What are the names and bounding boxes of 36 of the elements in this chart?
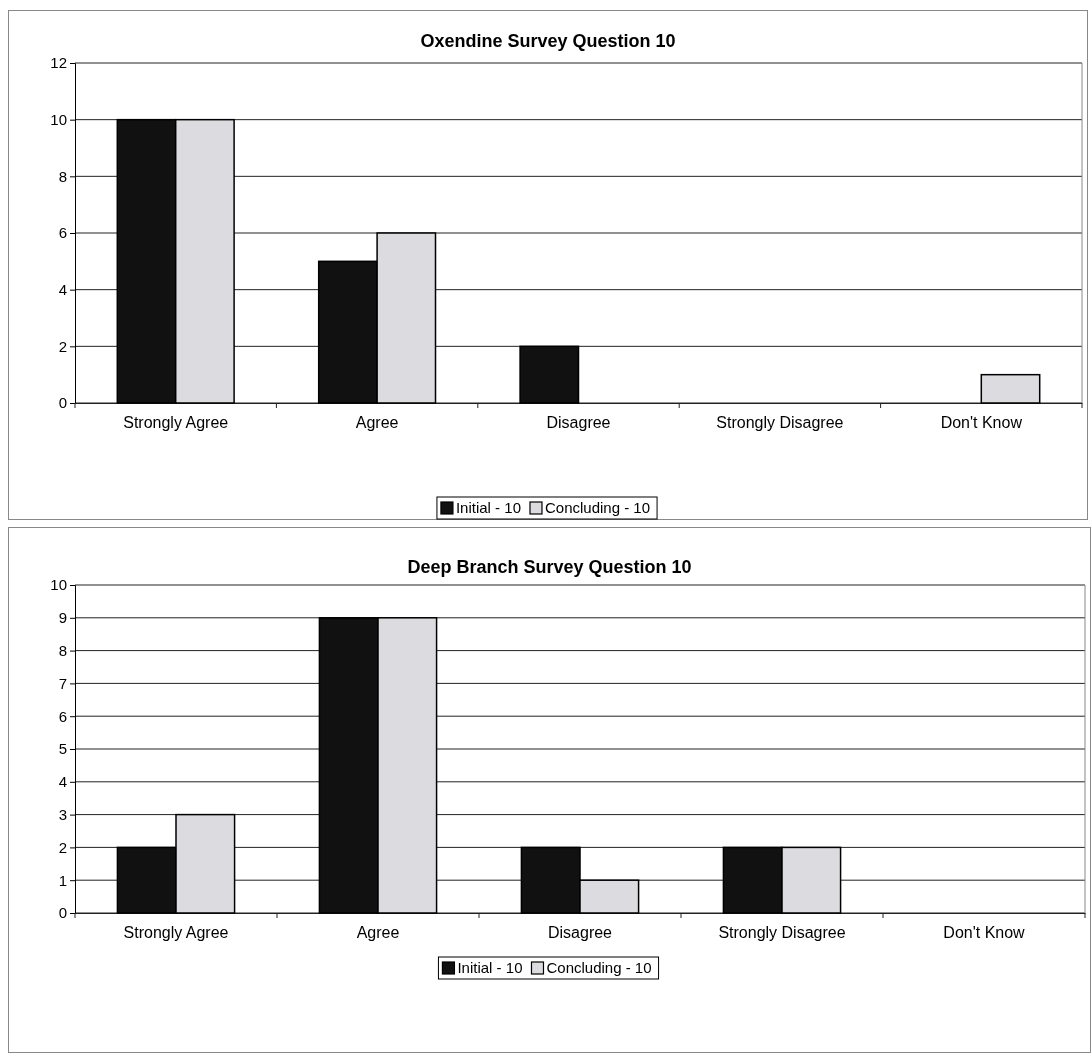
y-tick-label: 9 xyxy=(58,609,67,627)
bar xyxy=(980,373,1041,404)
y-tick-label: 5 xyxy=(58,740,67,758)
x-tick-label: Strongly Agree xyxy=(123,414,229,432)
y-tick-label: 8 xyxy=(58,167,67,185)
x-tick-label: Strongly Disagree xyxy=(718,924,846,942)
y-tick-label: 10 xyxy=(50,576,67,594)
x-tick-label: Disagree xyxy=(546,414,611,432)
x-tick-label: Strongly Disagree xyxy=(716,414,844,432)
legend-label: Concluding - 10 xyxy=(546,959,652,977)
bar xyxy=(519,345,580,404)
legend-label: Initial - 10 xyxy=(457,959,523,977)
y-tick-label: 4 xyxy=(58,773,67,791)
y-tick-label: 1 xyxy=(58,871,67,889)
x-tick-label: Disagree xyxy=(547,924,613,942)
legend-label: Initial - 10 xyxy=(455,499,521,517)
chart-title: Deep Branch Survey Question 10 xyxy=(407,557,692,577)
x-tick-label: Don't Know xyxy=(940,414,1023,432)
chart-title: Oxendine Survey Question 10 xyxy=(420,31,676,51)
x-tick-label: Don't Know xyxy=(943,924,1026,942)
y-tick-label: 2 xyxy=(58,838,67,856)
x-tick-label: Agree xyxy=(355,414,399,432)
y-tick-label: 8 xyxy=(58,641,67,659)
y-tick-label: 7 xyxy=(58,674,67,692)
y-tick-label: 0 xyxy=(58,394,67,412)
y-tick-label: 2 xyxy=(58,337,67,355)
x-tick-label: Strongly Agree xyxy=(123,924,229,942)
x-tick-label: Agree xyxy=(356,924,400,942)
y-tick-label: 12 xyxy=(50,54,67,72)
y-tick-label: 10 xyxy=(50,110,67,128)
y-tick-label: 3 xyxy=(58,805,67,823)
y-tick-label: 6 xyxy=(58,707,67,725)
y-tick-label: 6 xyxy=(58,224,67,242)
legend-label: Concluding - 10 xyxy=(544,499,651,517)
y-tick-label: 0 xyxy=(58,904,67,922)
y-tick-label: 4 xyxy=(58,280,67,298)
